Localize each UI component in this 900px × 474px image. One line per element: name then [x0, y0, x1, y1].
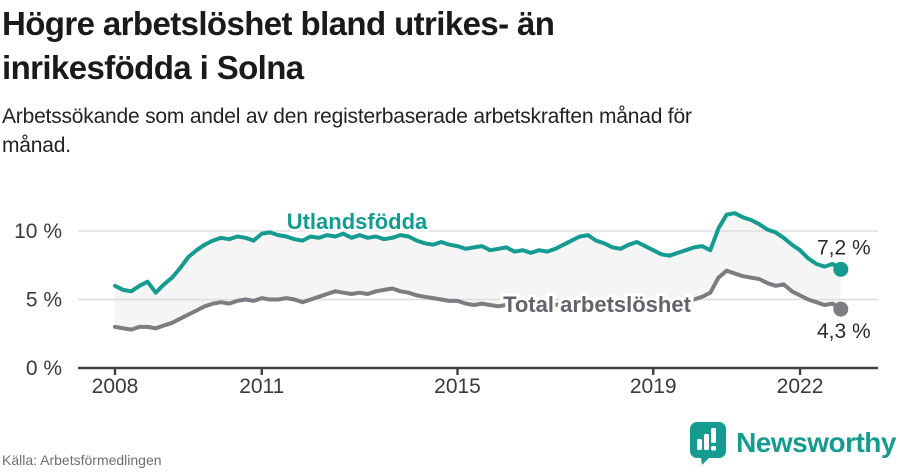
- newsworthy-bubble-chart-icon: [690, 422, 727, 465]
- x-tick-label-2022: 2022: [777, 375, 824, 398]
- chart-subtitle: Arbetssökande som andel av den registerb…: [2, 102, 882, 160]
- series-line-total-arbetsloshet: [113, 268, 843, 332]
- x-tick-label-2015: 2015: [434, 375, 481, 398]
- line-chart: 2008 2011 2015 2019 2022 0 % 5 % 10 % 7,2 % 4,3 %…: [0, 185, 900, 410]
- chart-footer: Källa: Arbetsförmedlingen Newsworthy: [0, 418, 900, 474]
- y-tick-label-0%: 0 %: [26, 357, 62, 380]
- series-end-dot-utlandsfodda: [833, 261, 849, 277]
- page-title: Högre arbetslöshet bland utrikes- än inri…: [2, 2, 882, 90]
- subtitle-line-1: Arbetssökande som andel av den registerb…: [2, 105, 692, 128]
- subtitle-line-2: månad.: [2, 134, 71, 157]
- end-value-label-total-arbetsloshet: 4,3 %: [817, 320, 871, 343]
- title-line-1: Högre arbetslöshet bland utrikes- än: [2, 5, 555, 42]
- end-value-label-utlandsfodda: 7,2 %: [817, 236, 871, 259]
- title-line-2: inrikesfödda i Solna: [2, 49, 304, 86]
- newsworthy-logo: Newsworthy: [688, 420, 896, 466]
- x-tick-label-2011: 2011: [239, 375, 284, 398]
- x-tick-label-2019: 2019: [630, 375, 677, 398]
- band-between-series: [115, 213, 841, 330]
- y-tick-label-5%: 5 %: [26, 289, 62, 312]
- chart-svg: 2008 2011 2015 2019 2022 0 % 5 % 10 % 7,2 % 4,3 %…: [14, 207, 878, 398]
- source-note: Källa: Arbetsförmedlingen: [2, 452, 162, 468]
- series-end-dot-total-arbetsloshet: [833, 301, 849, 317]
- series-label-total-arbetsloshet: Total arbetslöshet: [503, 292, 692, 317]
- y-tick-label-10%: 10 %: [14, 220, 62, 243]
- series-label-utlandsfodda: Utlandsfödda: [287, 209, 428, 234]
- x-tick-label-2008: 2008: [92, 375, 139, 398]
- chart-header: Högre arbetslöshet bland utrikes- än inri…: [2, 2, 882, 160]
- series-line-utlandsfodda: [113, 211, 843, 295]
- newsworthy-logo-text: Newsworthy: [736, 427, 896, 458]
